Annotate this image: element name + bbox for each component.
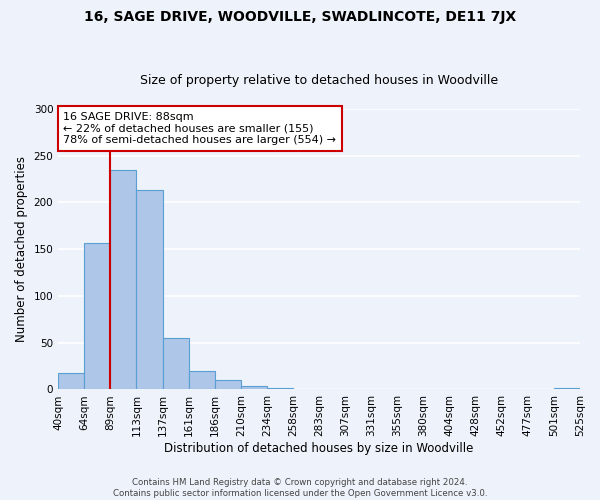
Text: Contains HM Land Registry data © Crown copyright and database right 2024.
Contai: Contains HM Land Registry data © Crown c… <box>113 478 487 498</box>
Text: 16, SAGE DRIVE, WOODVILLE, SWADLINCOTE, DE11 7JX: 16, SAGE DRIVE, WOODVILLE, SWADLINCOTE, … <box>84 10 516 24</box>
Bar <box>241 386 267 390</box>
Y-axis label: Number of detached properties: Number of detached properties <box>15 156 28 342</box>
Bar <box>267 388 293 390</box>
Bar <box>163 338 188 390</box>
Bar <box>188 371 215 390</box>
Bar <box>110 170 136 390</box>
X-axis label: Distribution of detached houses by size in Woodville: Distribution of detached houses by size … <box>164 442 474 455</box>
Text: 16 SAGE DRIVE: 88sqm
← 22% of detached houses are smaller (155)
78% of semi-deta: 16 SAGE DRIVE: 88sqm ← 22% of detached h… <box>64 112 337 145</box>
Bar <box>58 372 84 390</box>
Bar <box>84 242 110 390</box>
Bar <box>215 380 241 390</box>
Title: Size of property relative to detached houses in Woodville: Size of property relative to detached ho… <box>140 74 498 87</box>
Bar <box>136 190 163 390</box>
Bar <box>554 388 580 390</box>
